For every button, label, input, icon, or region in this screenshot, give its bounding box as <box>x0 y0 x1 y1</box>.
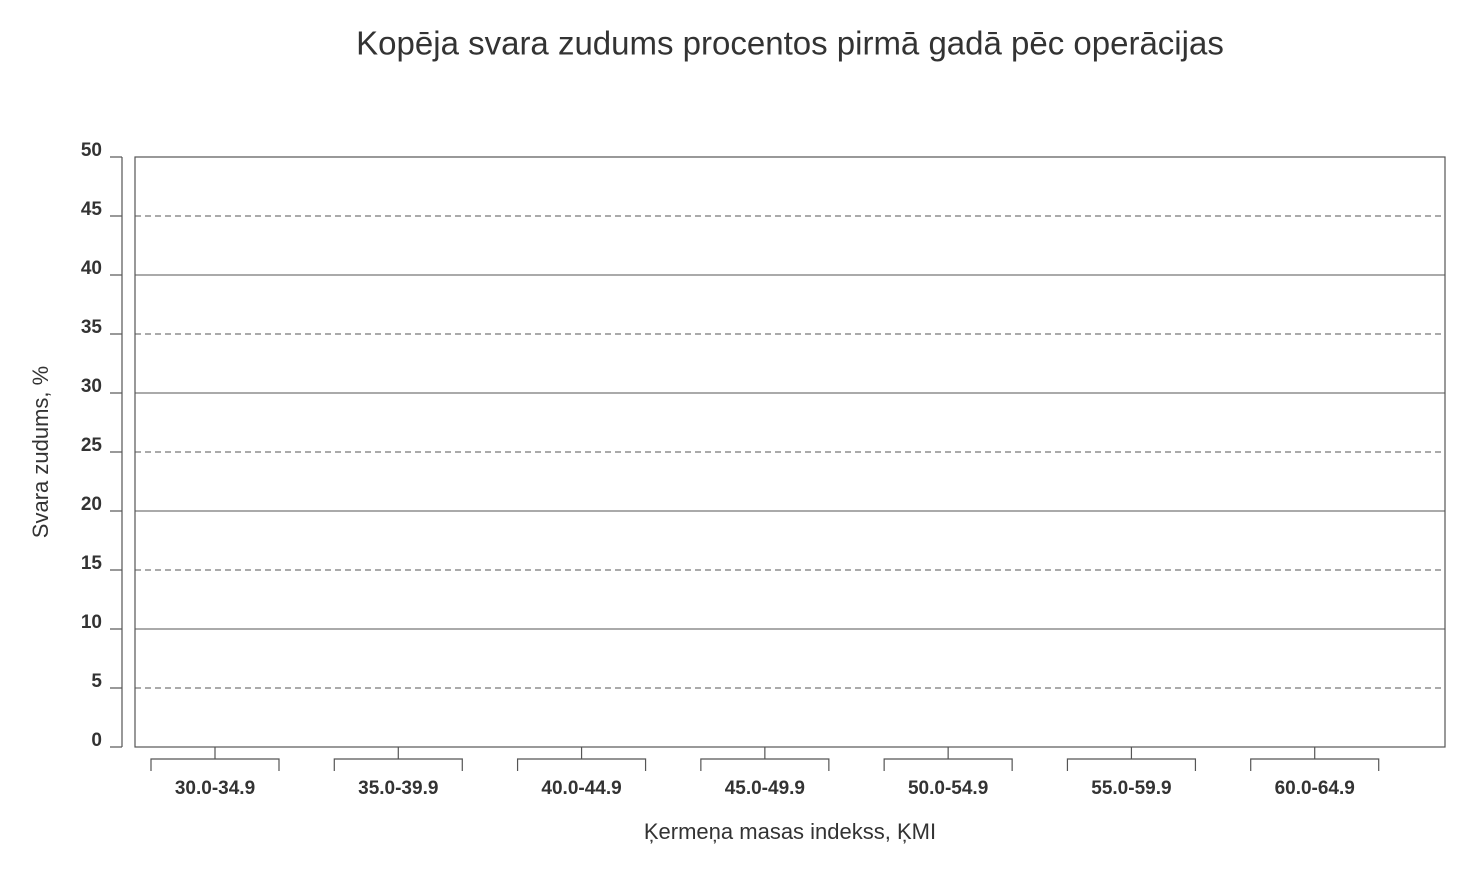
y-tick-label: 20 <box>81 494 102 515</box>
x-tick-label: 40.0-44.9 <box>541 778 621 799</box>
x-tick-label: 60.0-64.9 <box>1275 778 1355 799</box>
category-bracket <box>516 747 647 771</box>
y-tick-label: 10 <box>81 612 102 633</box>
y-tick-label: 5 <box>91 671 102 692</box>
category-bracket <box>1250 747 1380 771</box>
x-tick-label: 45.0-49.9 <box>725 778 805 799</box>
y-tick-label: 15 <box>81 553 103 574</box>
y-tick-label: 0 <box>91 730 102 751</box>
category-bracket <box>1066 747 1197 771</box>
x-tick-label: 50.0-54.9 <box>908 778 988 799</box>
category-bracket <box>700 747 830 771</box>
category-bracket <box>883 747 1013 771</box>
y-tick-label: 40 <box>81 258 102 279</box>
y-axis-label: Svara zudums, % <box>28 366 53 538</box>
y-tick-label: 35 <box>81 317 103 338</box>
y-tick-label: 45 <box>81 199 103 220</box>
x-axis-label: Ķermeņa masas indekss, ĶMI <box>644 819 936 844</box>
y-tick-label: 25 <box>81 435 103 456</box>
x-tick-label: 55.0-59.9 <box>1091 778 1171 799</box>
x-tick-label: 30.0-34.9 <box>175 778 255 799</box>
category-bracket <box>150 747 280 771</box>
y-tick-label: 50 <box>81 140 102 161</box>
y-tick-label: 30 <box>81 376 102 397</box>
category-bracket <box>333 747 463 771</box>
chart-title: Kopēja svara zudums procentos pirmā gadā… <box>356 25 1224 62</box>
x-tick-label: 35.0-39.9 <box>358 778 438 799</box>
